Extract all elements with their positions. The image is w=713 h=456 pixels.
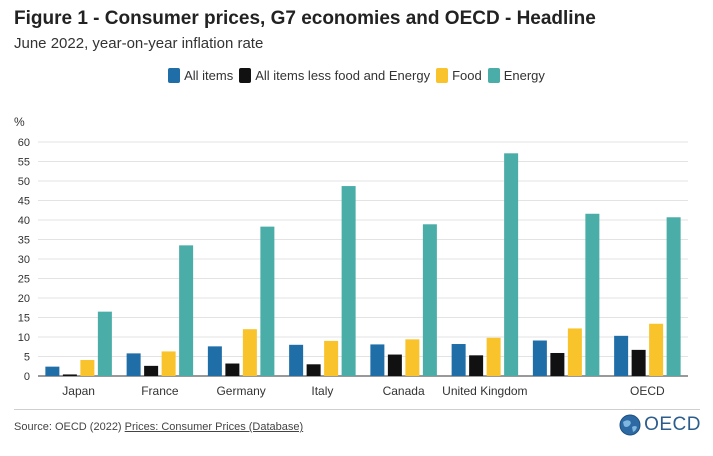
chart-subtitle: June 2022, year-on-year inflation rate (14, 35, 264, 52)
y-tick-label: 5 (24, 352, 30, 364)
bar (260, 226, 275, 376)
y-tick-label: 55 (18, 157, 30, 169)
bar (97, 311, 112, 376)
bar (469, 355, 484, 376)
bar (486, 337, 501, 376)
oecd-logo: OECD (619, 414, 701, 436)
bar (45, 366, 60, 376)
legend-item-food[interactable]: Food (436, 68, 482, 83)
bar (225, 363, 240, 376)
legend-swatch-all-items (168, 68, 181, 83)
source-prefix: Source: OECD (2022) (14, 421, 125, 433)
y-tick-label: 15 (18, 313, 30, 325)
legend-item-all-items-less-food-energy[interactable]: All items less food and Energy (239, 68, 430, 83)
chart-title: Figure 1 - Consumer prices, G7 economies… (14, 8, 596, 29)
bar (451, 344, 466, 376)
y-tick-label: 30 (18, 254, 30, 266)
bar (62, 374, 77, 376)
bar (80, 360, 95, 376)
bar (550, 352, 565, 376)
legend-label-all-items: All items (184, 68, 234, 83)
bar (405, 339, 420, 376)
y-tick-label: 35 (18, 235, 30, 247)
bar (207, 346, 222, 376)
y-tick-label: 45 (18, 196, 30, 208)
footer-divider (14, 409, 700, 410)
y-tick-label: 20 (18, 293, 30, 305)
bar (614, 335, 629, 376)
y-tick-label: 50 (18, 176, 30, 188)
x-tick-label: Italy (311, 384, 333, 398)
legend-item-energy[interactable]: Energy (487, 68, 545, 83)
source-link[interactable]: Prices: Consumer Prices (Database) (124, 421, 304, 433)
y-tick-label: 10 (18, 332, 30, 344)
legend-swatch-energy (487, 68, 500, 83)
legend-item-all-items[interactable]: All items (168, 68, 233, 83)
bar (504, 153, 519, 376)
bar (242, 329, 257, 376)
bar (179, 245, 194, 376)
bar (387, 354, 402, 376)
bar (126, 353, 141, 376)
bar (324, 340, 339, 376)
y-tick-label: 25 (18, 274, 30, 286)
bar (144, 365, 159, 376)
globe-icon (619, 414, 641, 436)
bar (422, 224, 437, 376)
bar (532, 340, 547, 376)
y-tick-label: 60 (18, 137, 30, 149)
legend: All items All items less food and Energy… (0, 68, 713, 83)
x-tick-label: France (141, 384, 179, 398)
bar (161, 351, 176, 376)
bar (370, 344, 385, 376)
legend-label-food: Food (452, 68, 482, 83)
x-tick-label: Japan (62, 384, 95, 398)
y-axis-label: % (14, 115, 25, 129)
legend-label-energy: Energy (503, 68, 545, 83)
bar (585, 213, 600, 376)
legend-swatch-all-items-less-food-energy (239, 68, 252, 83)
x-tick-label: Canada (383, 384, 425, 398)
bar (666, 217, 681, 376)
logo-text: OECD (644, 414, 701, 435)
source-note: Source: OECD (2022) Prices: Consumer Pri… (14, 421, 303, 433)
bar (306, 364, 321, 376)
x-tick-label: OECD (630, 384, 665, 398)
y-tick-label: 0 (24, 371, 30, 383)
bar (341, 186, 356, 376)
bar (567, 328, 582, 376)
bar (631, 349, 646, 376)
x-tick-label: Germany (216, 384, 265, 398)
bar (289, 344, 304, 376)
legend-swatch-food (436, 68, 449, 83)
y-tick-label: 40 (18, 215, 30, 227)
legend-label-all-items-less-food-energy: All items less food and Energy (255, 68, 431, 83)
x-tick-label: United Kingdom (442, 384, 527, 398)
bar (649, 323, 664, 376)
